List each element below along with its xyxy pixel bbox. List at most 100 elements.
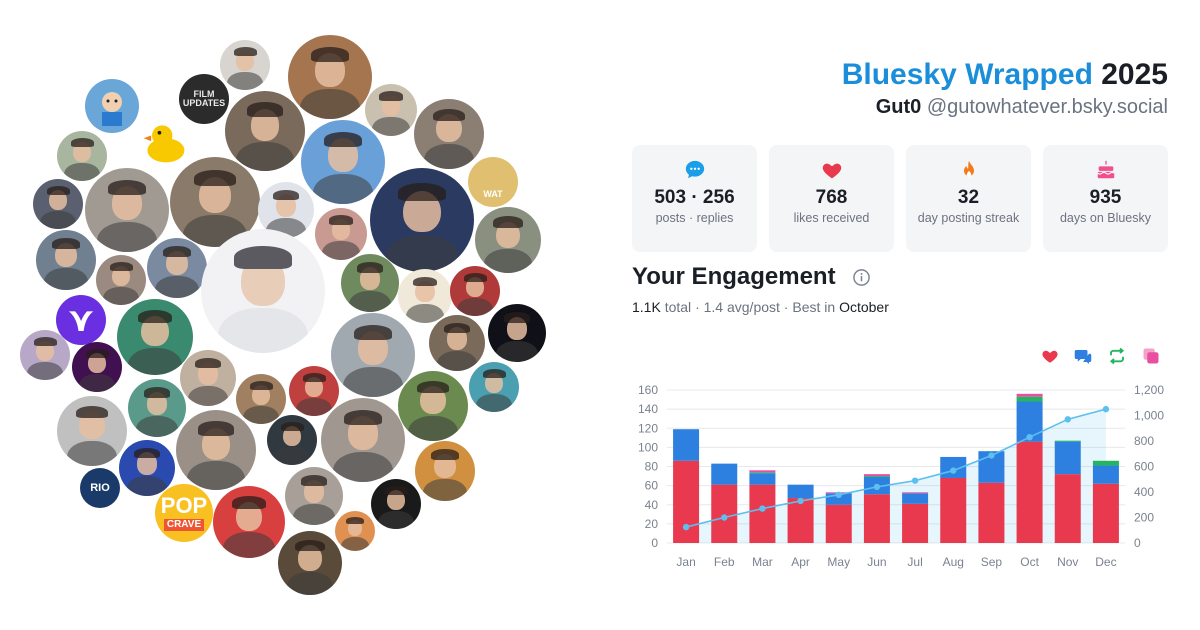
bar-segment	[749, 470, 776, 473]
bar-segment	[1016, 393, 1043, 397]
stat-card-days: 935 days on Bluesky	[1043, 145, 1168, 252]
cumulative-point	[835, 491, 842, 499]
stat-label: likes received	[793, 211, 870, 225]
bar-segment	[902, 503, 929, 543]
y-right-tick-label: 200	[1134, 511, 1154, 525]
quotes-legend-quote-icon[interactable]	[1142, 347, 1160, 365]
avatar-hair	[195, 357, 221, 368]
avatar-hair	[412, 276, 438, 287]
x-tick-label: Jul	[907, 555, 922, 569]
follower-avatar	[331, 313, 415, 397]
reposts-legend-repost-icon[interactable]	[1108, 347, 1126, 365]
follower-avatar	[289, 366, 339, 416]
rubber-duck-icon	[140, 117, 190, 167]
follower-avatar	[315, 208, 367, 260]
avatar-body	[332, 451, 394, 482]
follower-avatar	[225, 91, 305, 171]
best-month-prefix: Best in	[792, 299, 836, 315]
avatar-hair	[137, 309, 173, 324]
bar-segment	[711, 463, 738, 485]
cumulative-point	[797, 497, 804, 505]
y-left-tick-label: 20	[645, 517, 659, 531]
avatar-hair	[134, 447, 160, 458]
follower-avatar	[469, 362, 519, 412]
avatar-body	[322, 241, 360, 260]
display-name: Gut0	[875, 96, 922, 118]
avatar-face	[387, 490, 405, 510]
avatar-body	[384, 234, 460, 272]
x-tick-label: May	[827, 555, 850, 569]
follower-avatar	[147, 238, 207, 298]
avatar-body	[484, 249, 532, 273]
engagement-chart: 0 20 40 60 80 100 120 140 160 0 200 400 600 800 1,000 1…	[638, 383, 1164, 569]
likes-legend-heart-icon[interactable]	[1041, 347, 1059, 365]
avatar-body	[407, 415, 459, 441]
y-left-tick-label: 80	[645, 460, 659, 474]
cumulative-point	[759, 505, 766, 512]
follower-avatar: FILM UPDATES	[179, 74, 229, 124]
user-handle: @gutowhatever.bsky.social	[926, 96, 1168, 118]
follower-avatar	[365, 84, 417, 136]
follower-avatar	[72, 342, 122, 392]
v-brand-logo: ⋎	[67, 301, 95, 339]
avatar-hair	[379, 91, 403, 101]
bar-segment	[940, 477, 967, 543]
avatar-body	[423, 479, 467, 501]
avatar-hair	[232, 496, 266, 510]
follower-avatar: ⋎	[56, 295, 106, 345]
avatar-face	[466, 277, 484, 297]
avatar-body	[103, 287, 139, 305]
stat-value: 768	[815, 187, 848, 208]
stat-value: 32	[957, 187, 980, 208]
follower-avatar	[398, 269, 452, 323]
engagement-total: 1.1K	[632, 299, 661, 315]
avatar-hair	[107, 179, 147, 195]
chat-bubble-icon	[685, 160, 704, 179]
y-left-tick-label: 160	[638, 383, 658, 397]
avatar-body	[340, 536, 370, 551]
avatar-hair	[343, 409, 383, 425]
y-right-tick-label: 800	[1134, 434, 1154, 448]
avatar-face	[136, 452, 158, 475]
avatar-face	[496, 221, 520, 248]
avatar-hair	[482, 369, 506, 378]
bar-segment	[673, 460, 700, 543]
bar-segment	[825, 493, 852, 505]
y-right-tick-label: 1,200	[1134, 383, 1164, 397]
replies-legend-reply-icon[interactable]	[1074, 347, 1092, 365]
follower-avatar	[85, 168, 169, 252]
follower-avatar	[140, 117, 190, 167]
avatar-body	[79, 374, 115, 392]
follower-avatar	[301, 120, 385, 204]
avatar-hair	[416, 380, 450, 394]
follower-avatar	[36, 230, 96, 290]
follower-avatar	[475, 207, 541, 273]
info-icon[interactable]	[852, 268, 871, 287]
avatar-body	[296, 398, 332, 416]
separator: ·	[695, 299, 700, 315]
follower-avatar: RIO	[80, 468, 120, 508]
follower-avatar	[119, 440, 175, 496]
bar-segment	[673, 429, 700, 461]
stat-card-posts: 503 · 256 posts · replies	[632, 145, 757, 252]
cake-icon	[1096, 160, 1115, 179]
brand-name: Bluesky Wrapped	[841, 58, 1093, 91]
avatar-hair	[384, 486, 408, 495]
follower-avatar	[20, 330, 70, 380]
avatar-body	[64, 163, 100, 181]
avatar-hair	[431, 449, 459, 461]
cumulative-point	[950, 467, 957, 474]
bar-segment	[902, 493, 929, 504]
avatar-body	[342, 366, 404, 397]
avatar-hair	[75, 405, 109, 419]
cumulative-point	[1026, 433, 1033, 441]
avatar-face	[331, 219, 351, 241]
follower-avatar: WAT	[468, 157, 518, 207]
rio-logo: RIO	[90, 481, 110, 494]
avatar-hair	[85, 349, 109, 358]
pop-crave-logo: POP CRAVE	[160, 493, 208, 531]
bar-segment	[1054, 441, 1081, 475]
bar-segment	[749, 484, 776, 543]
avatar-body	[312, 173, 374, 204]
film-updates-logo: FILM UPDATES	[182, 89, 226, 108]
